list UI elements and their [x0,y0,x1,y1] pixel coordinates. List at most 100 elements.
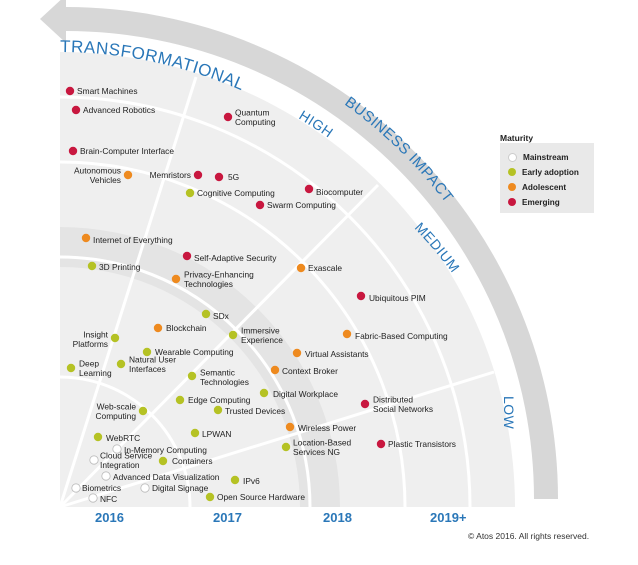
maturity-dot-mainstream [89,455,99,465]
copyright-notice: © Atos 2016. All rights reserved. [468,531,590,541]
maturity-dot-early-adoption [187,371,197,381]
maturity-dot-emerging [71,105,81,115]
maturity-dot-early-adoption [158,456,168,466]
legend-item-early-adoption: Early adoption [508,166,579,178]
legend-label: Mainstream [523,152,569,162]
technology-label: Context Broker [282,366,338,376]
technology-virtual-assistants: Virtual Assistants [292,348,369,359]
technology-label: Memristors [150,170,191,180]
maturity-dot-early-adoption [142,347,152,357]
maturity-dot-mainstream [71,483,81,493]
technology-fabric-based-computing: Fabric-Based Computing [342,329,448,341]
maturity-dot-adolescent [342,329,352,339]
maturity-dot-emerging [214,172,224,182]
technology-label: IPv6 [243,476,260,486]
maturity-dot-emerging [193,170,203,180]
ring-divider [59,255,312,508]
maturity-dot-emerging [304,184,314,194]
technology-digital-signage: Digital Signage [140,483,209,493]
maturity-dot-adolescent [81,233,91,243]
technology-memristors: Memristors [150,170,203,180]
maturity-dot-mainstream [88,493,98,503]
technology-label: Biocomputer [316,187,363,197]
technology-ipv6: IPv6 [230,475,260,486]
technology-label: Vehicles [90,175,121,185]
year-label: 2019+ [430,510,467,525]
technology-label: In-Memory Computing [124,445,207,455]
technology-containers: Containers [158,456,213,466]
maturity-dot-early-adoption [201,309,211,319]
maturity-dot-early-adoption [175,395,185,405]
technology-label: WebRTC [106,433,140,443]
legend-item-mainstream: Mainstream [508,151,569,163]
technology-biometrics: Biometrics [71,483,121,493]
technology-label: Interfaces [129,364,166,374]
legend-label: Emerging [522,197,560,207]
technology-label: Advanced Robotics [83,105,155,115]
maturity-dot-early-adoption [213,405,223,415]
technology-label: Social Networks [373,404,433,414]
maturity-dot-mainstream [140,483,150,493]
technology-wearable-computing: Wearable Computing [142,347,234,357]
maturity-dot-adolescent [171,274,181,284]
legend-item-adolescent: Adolescent [508,181,566,193]
year-label: 2018 [323,510,352,525]
technology-label: Cloud Service [100,451,152,461]
technology-label: Ubiquitous PIM [369,293,426,303]
technology-brain-computer-interface: Brain-Computer Interface [68,146,174,156]
technology-label: Exascale [308,263,342,273]
maturity-dot-emerging [65,86,75,96]
maturity-dot-adolescent [270,365,280,375]
maturity-dot-adolescent [296,263,306,273]
maturity-dot-early-adoption [228,330,238,340]
technology-label: Platforms [73,339,108,349]
technology-advanced-robotics: Advanced Robotics [71,105,155,115]
technology-label: NFC [100,494,117,504]
technology-label: LPWAN [202,429,231,439]
technology-label: Fabric-Based Computing [355,331,448,341]
maturity-dot-early-adoption [185,188,195,198]
technology-label: Distributed [373,395,413,405]
technology-label: Semantic [200,368,235,378]
technology-3d-printing: 3D Printing [87,261,141,272]
legend-dot-mainstream [508,152,517,162]
maturity-dot-emerging [182,251,192,261]
legend-dot-early-adoption [508,168,516,176]
maturity-dot-emerging [356,291,366,301]
technology-exascale: Exascale [296,263,342,273]
technology-wireless-power: Wireless Power [285,422,356,433]
legend-dot-adolescent [508,183,516,191]
technology-label: Insight [83,330,108,340]
sector-divider [58,183,380,509]
technology-5g: 5G [214,172,239,182]
technology-label: Trusted Devices [225,406,285,416]
technology-label: Web-scale [97,402,137,412]
ring-divider [59,160,407,508]
maturity-dot-adolescent [123,170,133,180]
maturity-dot-early-adoption [138,406,148,416]
technology-label: Deep [79,359,99,369]
maturity-dot-emerging [255,200,265,210]
technology-label: Cognitive Computing [197,188,275,198]
maturity-dot-early-adoption [281,442,291,452]
technology-sdx: SDx [201,309,230,321]
technology-label: Technologies [200,377,249,387]
technology-label: Autonomous [74,166,121,176]
technology-label: Open Source Hardware [217,492,305,502]
maturity-dot-emerging [68,146,78,156]
technology-label: 3D Printing [99,262,141,272]
technology-label: Learning [79,368,112,378]
maturity-dot-early-adoption [190,428,200,438]
technology-advanced-data-visualization: Advanced Data Visualization [101,471,220,482]
technology-label: Privacy-Enhancing [184,270,254,280]
